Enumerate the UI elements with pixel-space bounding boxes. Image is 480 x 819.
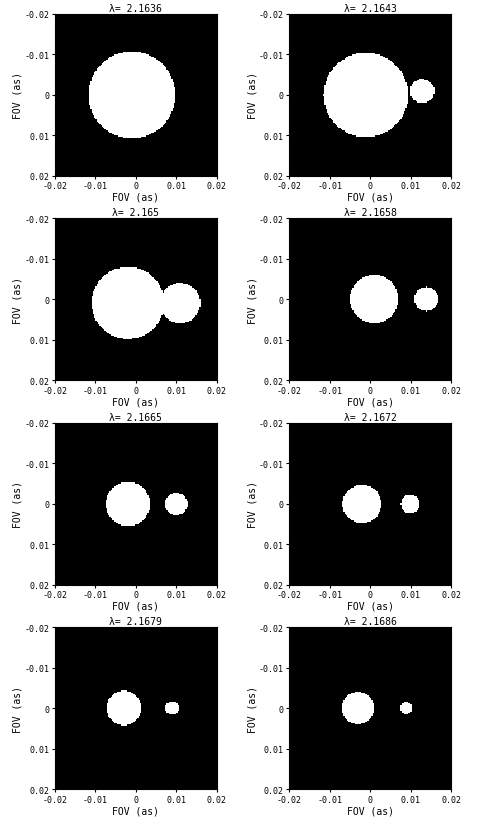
Y-axis label: FOV (as): FOV (as) xyxy=(13,481,23,527)
Title: λ= 2.1665: λ= 2.1665 xyxy=(109,413,162,423)
Title: λ= 2.1686: λ= 2.1686 xyxy=(344,617,397,627)
Title: λ= 2.1679: λ= 2.1679 xyxy=(109,617,162,627)
Title: λ= 2.1672: λ= 2.1672 xyxy=(344,413,397,423)
Y-axis label: FOV (as): FOV (as) xyxy=(13,685,23,732)
Y-axis label: FOV (as): FOV (as) xyxy=(13,276,23,324)
Title: λ= 2.1658: λ= 2.1658 xyxy=(344,208,397,218)
Y-axis label: FOV (as): FOV (as) xyxy=(13,72,23,119)
X-axis label: FOV (as): FOV (as) xyxy=(112,396,159,406)
Title: λ= 2.1636: λ= 2.1636 xyxy=(109,4,162,14)
X-axis label: FOV (as): FOV (as) xyxy=(347,192,394,202)
X-axis label: FOV (as): FOV (as) xyxy=(347,805,394,815)
X-axis label: FOV (as): FOV (as) xyxy=(112,192,159,202)
Y-axis label: FOV (as): FOV (as) xyxy=(247,685,257,732)
X-axis label: FOV (as): FOV (as) xyxy=(347,396,394,406)
X-axis label: FOV (as): FOV (as) xyxy=(112,601,159,611)
X-axis label: FOV (as): FOV (as) xyxy=(112,805,159,815)
Y-axis label: FOV (as): FOV (as) xyxy=(247,481,257,527)
Title: λ= 2.1643: λ= 2.1643 xyxy=(344,4,397,14)
Y-axis label: FOV (as): FOV (as) xyxy=(247,276,257,324)
X-axis label: FOV (as): FOV (as) xyxy=(347,601,394,611)
Title: λ= 2.165: λ= 2.165 xyxy=(112,208,159,218)
Y-axis label: FOV (as): FOV (as) xyxy=(247,72,257,119)
